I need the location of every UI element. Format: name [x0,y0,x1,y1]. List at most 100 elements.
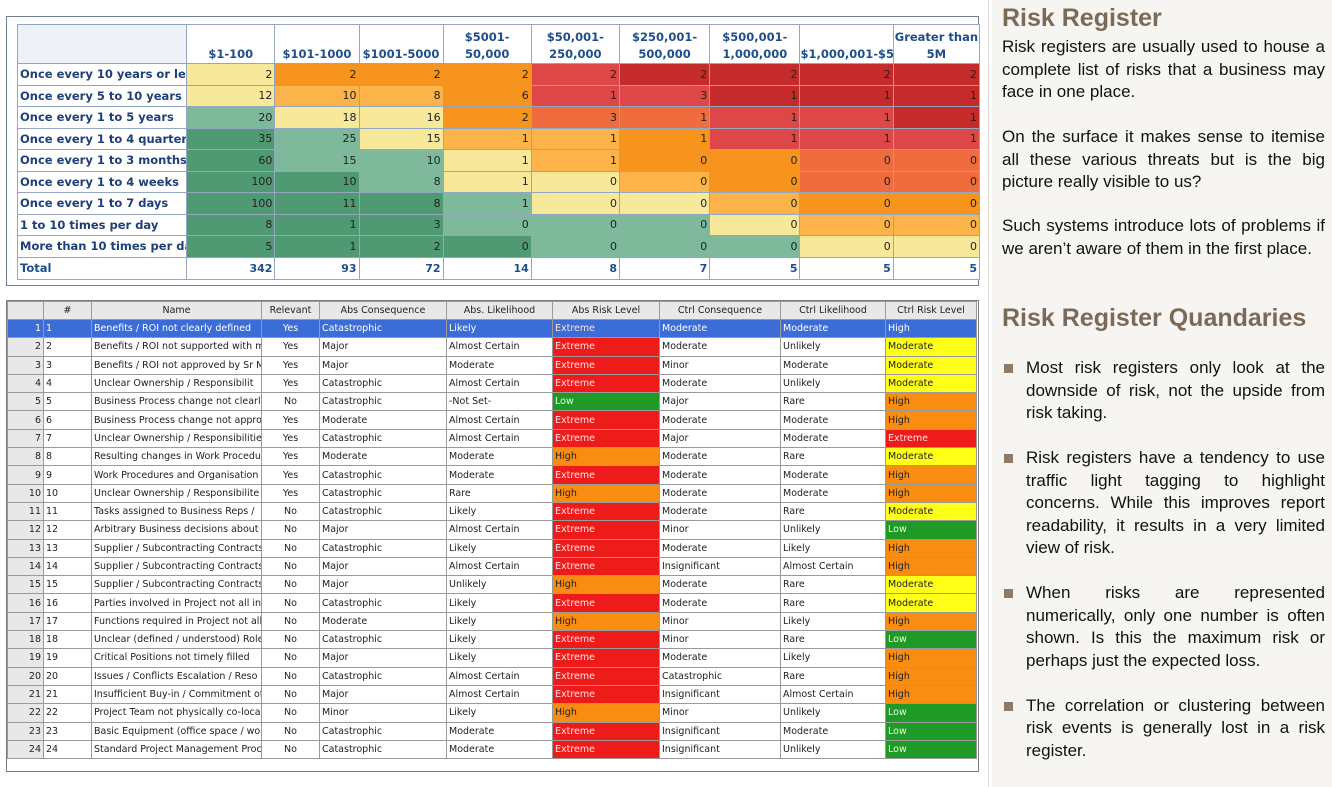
abs-risk-level-cell[interactable]: High [552,575,660,595]
id-cell[interactable]: 20 [43,666,92,686]
ctrl-risk-level-cell[interactable]: Moderate [885,593,977,613]
abs-risk-level-cell[interactable]: Extreme [552,337,660,357]
row-number[interactable]: 1 [7,318,44,339]
relevant-cell[interactable]: Yes [261,355,320,375]
cell[interactable]: Rare [780,575,886,595]
id-cell[interactable]: 22 [43,703,92,723]
abs-risk-level-cell[interactable]: Low [552,392,660,412]
cell[interactable]: Unlikely [780,337,886,357]
cell[interactable]: Almost Certain [446,410,553,430]
ctrl-risk-level-cell[interactable]: High [885,684,977,705]
id-cell[interactable]: 24 [43,739,92,760]
row-number[interactable]: 21 [7,684,44,705]
ctrl-risk-level-cell[interactable]: High [885,392,977,412]
row-number[interactable]: 11 [7,501,44,522]
row-number[interactable]: 7 [7,428,44,449]
column-header[interactable]: Ctrl Consequence [659,301,781,320]
table-row[interactable]: 14 14 Supplier / Subcontracting Contracts N… [7,556,977,577]
table-row[interactable]: 11 11 Tasks assigned to Business Reps / No C… [7,501,977,522]
cell[interactable]: Moderate [659,575,781,595]
cell[interactable]: Major [319,575,447,595]
row-number[interactable]: 23 [7,721,44,741]
cell[interactable]: Insignificant [659,684,781,705]
abs-risk-level-cell[interactable]: High [552,611,660,632]
row-number[interactable]: 2 [7,337,44,357]
table-row[interactable]: 8 8 Resulting changes in Work Procedu Yes Mo… [7,447,977,467]
cell[interactable]: Catastrophic [319,428,447,449]
cell[interactable]: Catastrophic [319,465,447,485]
relevant-cell[interactable]: No [261,392,320,412]
abs-risk-level-cell[interactable]: Extreme [552,373,660,394]
relevant-cell[interactable]: No [261,630,320,650]
row-number[interactable]: 3 [7,355,44,375]
id-cell[interactable]: 19 [43,648,92,668]
cell[interactable]: Moderate [659,318,781,339]
cell[interactable]: Catastrophic [319,739,447,760]
cell[interactable]: Rare [780,630,886,650]
cell[interactable]: Moderate [659,410,781,430]
cell[interactable]: Major [319,556,447,577]
cell[interactable]: Minor [319,703,447,723]
row-number[interactable]: 5 [7,392,44,412]
cell[interactable]: Likely [780,538,886,558]
cell[interactable]: Almost Certain [446,684,553,705]
table-row[interactable]: 22 22 Project Team not physically co-locat… [7,703,977,723]
cell[interactable]: Moderate [446,739,553,760]
row-number[interactable]: 9 [7,465,44,485]
cell[interactable]: Minor [659,611,781,632]
relevant-cell[interactable]: No [261,575,320,595]
cell[interactable]: Major [319,684,447,705]
cell[interactable]: Likely [446,538,553,558]
relevant-cell[interactable]: Yes [261,410,320,430]
relevant-cell[interactable]: No [261,556,320,577]
name-cell[interactable]: Unclear Ownership / Responsibilitie [91,428,262,449]
cell[interactable]: Almost Certain [446,373,553,394]
cell[interactable]: Moderate [659,373,781,394]
table-row[interactable]: 3 3 Benefits / ROI not approved by Sr M Yes… [7,355,977,375]
abs-risk-level-cell[interactable]: Extreme [552,666,660,686]
abs-risk-level-cell[interactable]: Extreme [552,520,660,540]
cell[interactable]: Catastrophic [659,666,781,686]
cell[interactable]: Moderate [659,538,781,558]
select-all-corner[interactable] [7,301,44,320]
relevant-cell[interactable]: Yes [261,337,320,357]
row-number[interactable]: 14 [7,556,44,577]
relevant-cell[interactable]: No [261,684,320,705]
row-number[interactable]: 4 [7,373,44,394]
relevant-cell[interactable]: No [261,666,320,686]
ctrl-risk-level-cell[interactable]: Moderate [885,373,977,394]
cell[interactable]: Insignificant [659,721,781,741]
id-cell[interactable]: 13 [43,538,92,558]
ctrl-risk-level-cell[interactable]: Extreme [885,428,977,449]
cell[interactable]: Rare [446,483,553,503]
cell[interactable]: Moderate [659,465,781,485]
cell[interactable]: Moderate [659,648,781,668]
cell[interactable]: Likely [446,630,553,650]
column-header[interactable]: Name [91,301,262,320]
column-header[interactable]: Ctrl Risk Level [885,301,977,320]
cell[interactable]: Unlikely [780,739,886,760]
ctrl-risk-level-cell[interactable]: High [885,318,977,339]
cell[interactable]: Almost Certain [780,684,886,705]
abs-risk-level-cell[interactable]: High [552,483,660,503]
abs-risk-level-cell[interactable]: High [552,703,660,723]
ctrl-risk-level-cell[interactable]: Low [885,721,977,741]
id-cell[interactable]: 12 [43,520,92,540]
relevant-cell[interactable]: Yes [261,318,320,339]
cell[interactable]: Moderate [319,410,447,430]
cell[interactable]: Minor [659,520,781,540]
cell[interactable]: Rare [780,666,886,686]
cell[interactable]: Minor [659,703,781,723]
relevant-cell[interactable]: Yes [261,447,320,467]
abs-risk-level-cell[interactable]: Extreme [552,630,660,650]
name-cell[interactable]: Insufficient Buy-in / Commitment of K [91,684,262,705]
table-row[interactable]: 23 23 Basic Equipment (office space / wo No… [7,721,977,741]
abs-risk-level-cell[interactable]: Extreme [552,428,660,449]
cell[interactable]: Likely [446,611,553,632]
cell[interactable]: Likely [446,318,553,339]
row-number[interactable]: 15 [7,575,44,595]
cell[interactable]: Moderate [780,721,886,741]
cell[interactable]: -Not Set- [446,392,553,412]
table-row[interactable]: 13 13 Supplier / Subcontracting Contracts N… [7,538,977,558]
cell[interactable]: Moderate [659,447,781,467]
